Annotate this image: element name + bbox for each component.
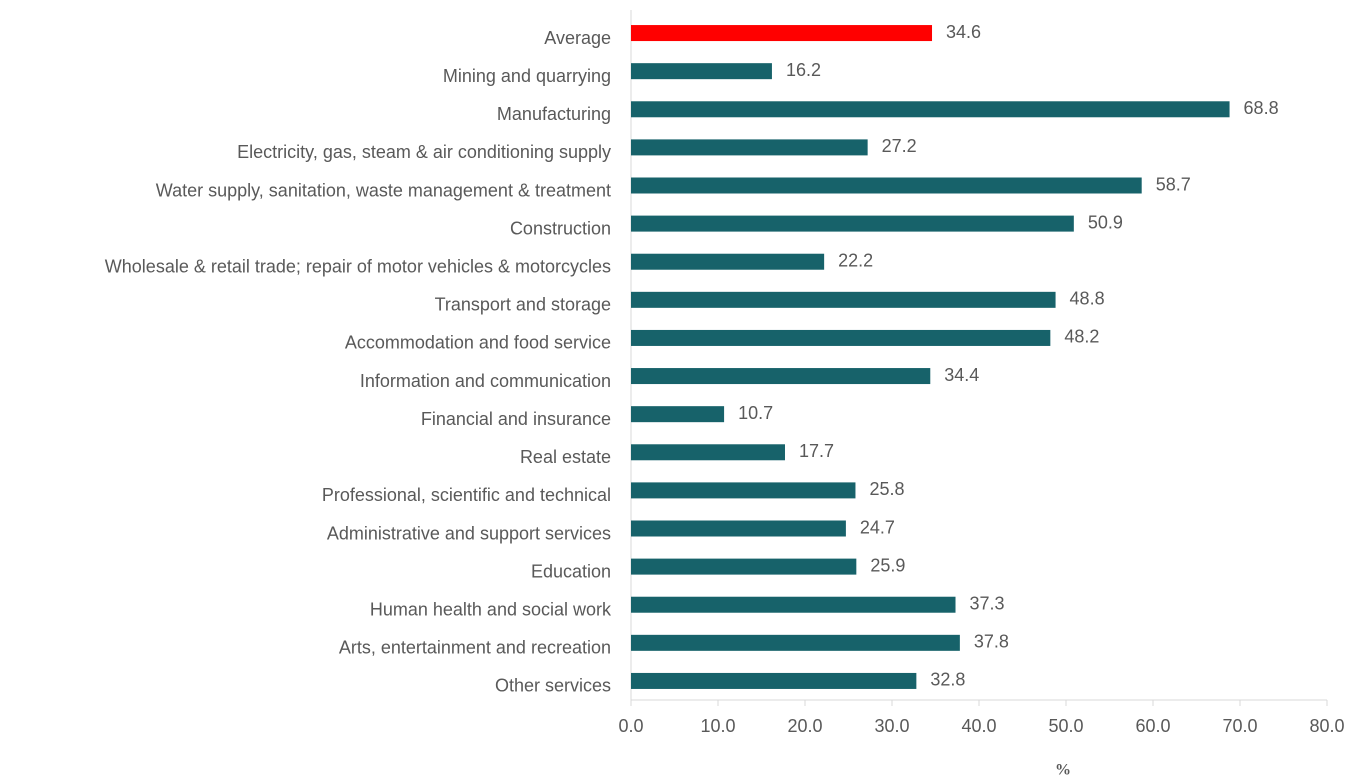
data-label: 34.4 [944, 365, 979, 385]
bar [631, 520, 846, 537]
data-label: 32.8 [930, 670, 965, 690]
bar [631, 634, 960, 651]
data-label: 50.9 [1088, 212, 1123, 232]
bar [631, 672, 917, 689]
data-label: 34.6 [946, 22, 981, 42]
data-label: 10.7 [738, 403, 773, 423]
bar [631, 215, 1074, 232]
y-tick-label: Administrative and support services [327, 523, 611, 543]
y-tick-label: Information and communication [360, 371, 611, 391]
bar [631, 596, 956, 613]
bar [631, 444, 785, 461]
bar [631, 329, 1051, 346]
y-tick-label: Transport and storage [435, 295, 611, 315]
x-tick-label: 0.0 [618, 716, 643, 736]
bar [631, 25, 933, 42]
bar [631, 253, 825, 270]
data-label: 24.7 [860, 517, 895, 537]
x-tick-label: 70.0 [1222, 716, 1257, 736]
y-tick-label: Average [544, 28, 611, 48]
y-tick-label: Real estate [520, 447, 611, 467]
x-tick-label: 50.0 [1048, 716, 1083, 736]
y-tick-label: Other services [495, 676, 611, 696]
data-label: 17.7 [799, 441, 834, 461]
data-label: 48.2 [1064, 327, 1099, 347]
y-tick-label: Manufacturing [497, 104, 611, 124]
bar [631, 482, 856, 499]
y-tick-label: Financial and insurance [421, 409, 611, 429]
bar [631, 101, 1230, 118]
data-label: 48.8 [1070, 289, 1105, 309]
data-label: 25.9 [870, 555, 905, 575]
y-tick-label: Mining and quarrying [443, 66, 611, 86]
y-tick-label: Wholesale & retail trade; repair of moto… [105, 256, 611, 276]
bar [631, 177, 1142, 194]
x-tick-label: 60.0 [1135, 716, 1170, 736]
bar [631, 558, 857, 575]
y-tick-label: Accommodation and food service [345, 333, 611, 353]
bar [631, 139, 868, 156]
bar [631, 406, 725, 423]
y-tick-label: Construction [510, 218, 611, 238]
x-tick-label: 40.0 [961, 716, 996, 736]
data-label: 22.2 [838, 250, 873, 270]
y-tick-label: Professional, scientific and technical [322, 485, 611, 505]
x-tick-label: 80.0 [1309, 716, 1344, 736]
x-tick-label: 20.0 [787, 716, 822, 736]
data-label: 25.8 [869, 479, 904, 499]
x-tick-label: 10.0 [700, 716, 735, 736]
bar [631, 291, 1056, 308]
x-axis-label: % [1055, 762, 1071, 779]
y-tick-label: Arts, entertainment and recreation [339, 638, 611, 658]
y-tick-label: Electricity, gas, steam & air conditioni… [237, 142, 611, 162]
data-label: 68.8 [1244, 98, 1279, 118]
data-label: 37.3 [970, 593, 1005, 613]
data-label: 16.2 [786, 60, 821, 80]
y-tick-label: Education [531, 561, 611, 581]
bar [631, 63, 772, 80]
data-label: 58.7 [1156, 174, 1191, 194]
y-tick-label: Human health and social work [370, 599, 612, 619]
x-tick-label: 30.0 [874, 716, 909, 736]
data-label: 37.8 [974, 632, 1009, 652]
data-label: 27.2 [882, 136, 917, 156]
bar [631, 368, 931, 385]
y-tick-label: Water supply, sanitation, waste manageme… [156, 180, 611, 200]
